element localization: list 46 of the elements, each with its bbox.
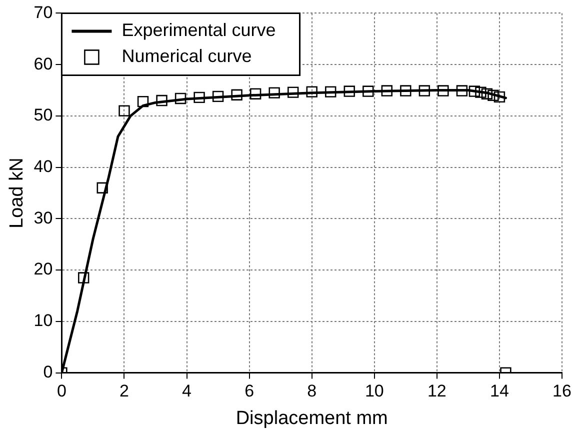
x-tick-label: 8 <box>307 382 317 401</box>
point <box>494 91 506 103</box>
y-tick-label: 50 <box>34 106 53 125</box>
x-tick-label: 0 <box>56 382 66 401</box>
y-tick-label: 30 <box>34 208 53 228</box>
point <box>381 85 392 96</box>
legend-label: Experimental curve <box>122 20 276 40</box>
y-tick-label: 70 <box>34 2 53 22</box>
y-tick-label: 0 <box>43 362 53 382</box>
x-tick-label: 16 <box>552 382 572 401</box>
point <box>194 92 205 104</box>
point <box>212 90 224 102</box>
x-tick-label: 10 <box>364 382 384 401</box>
point <box>118 105 130 116</box>
point <box>306 86 318 98</box>
point <box>456 85 468 96</box>
y-tick-label: 20 <box>34 260 53 279</box>
point <box>96 182 108 194</box>
point <box>268 87 280 98</box>
point <box>137 96 149 108</box>
point <box>481 88 493 100</box>
y-tick-label: 10 <box>34 311 53 330</box>
x-tick-label: 12 <box>427 382 446 401</box>
point <box>174 92 186 104</box>
point <box>400 85 412 96</box>
y-tick-label: 40 <box>34 157 53 176</box>
point <box>468 86 480 97</box>
point <box>325 86 336 98</box>
point <box>362 86 374 97</box>
point <box>438 85 449 96</box>
point <box>418 85 430 96</box>
point <box>475 86 486 98</box>
point <box>344 86 355 97</box>
point <box>287 86 299 98</box>
point <box>488 90 499 101</box>
y-tick-label: 60 <box>34 54 53 74</box>
point <box>250 88 262 100</box>
point <box>231 89 242 100</box>
x-tick-label: 2 <box>120 382 129 401</box>
y-axis-title: Load kN <box>6 158 28 228</box>
x-tick-label: 6 <box>244 382 254 401</box>
point <box>156 94 168 106</box>
x-axis-title: Displacement mm <box>236 408 388 429</box>
x-tick-label: 4 <box>182 382 192 401</box>
x-tick-label: 14 <box>490 382 509 401</box>
legend-label: Numerical curve <box>122 46 252 66</box>
